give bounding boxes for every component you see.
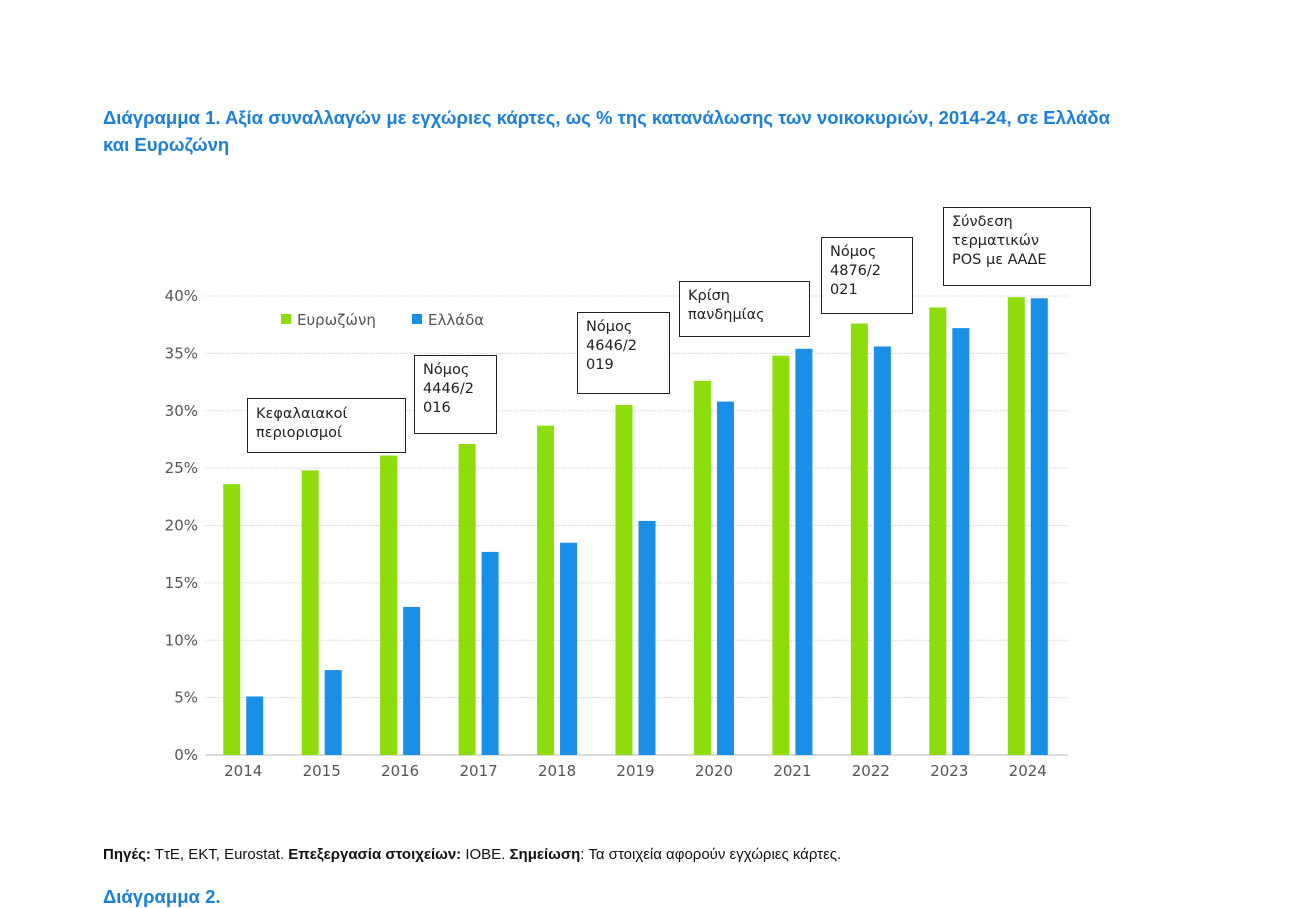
annotation-line: 4446/2: [423, 381, 475, 397]
y-tick-label: 25%: [165, 459, 198, 477]
legend-label: Ευρωζώνη: [297, 311, 376, 329]
x-tick-label: 2015: [303, 762, 341, 780]
annotation-capital-controls: Κεφαλαιακοί περιορισμοί: [247, 398, 406, 453]
annotation-line: περιορισμοί: [256, 425, 342, 441]
annotation-line: Κεφαλαιακοί: [256, 406, 348, 422]
annotation-line: τερματικών: [952, 233, 1039, 249]
bar-greece: [560, 542, 578, 755]
y-tick-label: 5%: [174, 689, 198, 707]
annotation-line: Νόμος: [830, 244, 877, 260]
annotation-line: Σύνδεση: [952, 214, 1013, 230]
x-tick-label: 2019: [616, 762, 654, 780]
annotation-line: Νόμος: [423, 362, 470, 378]
annotation-line: 021: [830, 282, 858, 298]
source-note: Πηγές: ΤτΕ, ΕΚΤ, Eurostat. Επεξεργασία σ…: [103, 846, 841, 863]
sources-text: ΤτΕ, ΕΚΤ, Eurostat.: [150, 846, 289, 863]
y-tick-label: 30%: [165, 402, 198, 420]
remark-label: Σημείωση: [509, 846, 581, 863]
next-chart-title: Διάγραμμα 2.: [103, 886, 221, 907]
y-tick-label: 10%: [165, 631, 198, 649]
x-tick-label: 2021: [773, 762, 811, 780]
y-tick-label: 40%: [165, 287, 198, 305]
annotation-line: 4646/2: [586, 338, 638, 354]
bar-eurozone: [223, 484, 241, 755]
annotation-law-4876: Νόμος 4876/2 021: [821, 237, 913, 314]
bar-greece: [716, 401, 734, 755]
annotation-pos-aade: Σύνδεση τερματικών POS με ΑΑΔΕ: [943, 207, 1091, 286]
bar-greece: [795, 348, 813, 755]
bar-eurozone: [458, 444, 476, 755]
x-tick-label: 2024: [1009, 762, 1047, 780]
remark-text: : Τα στοιχεία αφορούν εγχώριες κάρτες.: [580, 846, 842, 863]
bar-greece: [873, 346, 891, 755]
x-tick-label: 2016: [381, 762, 419, 780]
annotation-line: πανδημίας: [688, 307, 765, 323]
bar-greece: [638, 520, 656, 755]
legend-swatch: [281, 314, 291, 324]
y-tick-label: 35%: [165, 344, 198, 362]
annotation-line: 019: [586, 357, 614, 373]
annotation-line: Κρίση: [688, 288, 730, 304]
bar-eurozone: [301, 470, 319, 755]
x-tick-label: 2018: [538, 762, 576, 780]
x-tick-label: 2020: [695, 762, 733, 780]
x-tick-label: 2017: [459, 762, 497, 780]
annotation-law-4646: Νόμος 4646/2 019: [577, 312, 670, 394]
annotation-law-4446: Νόμος 4446/2 016: [414, 355, 497, 434]
bar-eurozone: [693, 380, 711, 755]
bar-eurozone: [615, 405, 633, 755]
x-tick-label: 2022: [852, 762, 890, 780]
y-tick-label: 20%: [165, 517, 198, 535]
annotation-pandemic: Κρίση πανδημίας: [679, 281, 810, 337]
x-tick-label: 2014: [224, 762, 262, 780]
bar-eurozone: [850, 323, 868, 755]
processing-label: Επεξεργασία στοιχείων:: [288, 846, 462, 863]
bar-greece: [952, 328, 970, 755]
chart-title: Διάγραμμα 1. Αξία συναλλαγών με εγχώριες…: [103, 107, 1110, 155]
annotation-line: POS με ΑΑΔΕ: [952, 252, 1047, 268]
annotation-line: 016: [423, 400, 451, 416]
bar-greece: [481, 551, 499, 755]
sources-label: Πηγές:: [103, 846, 151, 863]
bar-greece: [403, 606, 421, 755]
bar-greece: [1030, 298, 1048, 755]
annotation-line: 4876/2: [830, 263, 882, 279]
x-tick-label: 2023: [930, 762, 968, 780]
annotation-line: Νόμος: [586, 319, 633, 335]
legend-swatch: [412, 314, 422, 324]
bar-eurozone: [772, 355, 790, 755]
bar-eurozone: [537, 425, 555, 755]
bar-greece: [324, 670, 342, 755]
y-tick-label: 15%: [165, 574, 198, 592]
legend-label: Ελλάδα: [428, 311, 484, 329]
bar-eurozone: [1007, 297, 1025, 755]
bar-eurozone: [929, 307, 947, 755]
processing-text: ΙΟΒΕ.: [461, 846, 510, 863]
bar-greece: [246, 696, 264, 755]
y-tick-label: 0%: [174, 746, 198, 764]
bar-eurozone: [380, 455, 398, 755]
